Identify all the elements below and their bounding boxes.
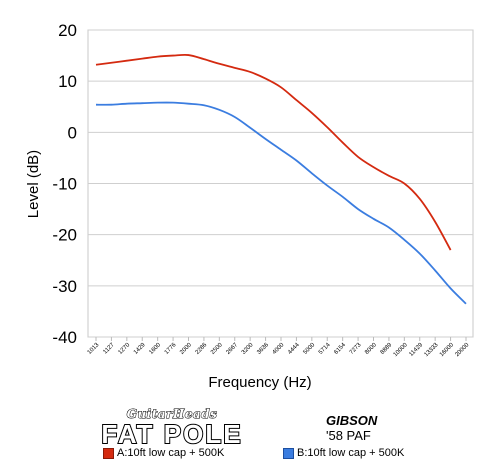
legend-label-a: A:10ft low cap + 500K <box>117 447 225 459</box>
legend-item-a: A:10ft low cap + 500K <box>103 447 224 459</box>
x-tick-label: 2286 <box>195 342 209 356</box>
x-tick-label: 2000 <box>179 342 193 356</box>
x-tick-label: 5714 <box>318 342 332 356</box>
legend-swatch-b <box>283 447 294 459</box>
x-tick-label: 8000 <box>364 342 378 356</box>
x-tick-label: 16000 <box>439 342 456 359</box>
x-tick-label: 2667 <box>225 342 239 356</box>
y-tick-label: 20 <box>58 21 77 40</box>
brand-logo: GuitarHeads FAT POLE <box>98 407 246 449</box>
x-tick-label: 1776 <box>164 342 178 356</box>
x-tick-label: 13333 <box>424 342 441 359</box>
legend-swatch-a <box>103 447 114 459</box>
grid-layer <box>88 29 473 338</box>
brand-logo-big-text: FAT POLE <box>100 419 243 449</box>
series-line-a <box>95 53 452 251</box>
x-tick-label: 6154 <box>333 342 347 356</box>
y-tick-label: 10 <box>58 72 77 91</box>
y-tick-label: 0 <box>68 123 77 142</box>
y-tick-label: -40 <box>52 328 77 347</box>
x-tick-label: 2500 <box>210 342 224 356</box>
pickup-manufacturer: GIBSON <box>326 413 378 428</box>
x-tick-label: 10000 <box>393 342 410 359</box>
y-tick-labels: 20 10 0 -10 -20 -30 -40 <box>52 21 77 347</box>
x-tick-label: 7273 <box>349 342 363 356</box>
x-axis-label: Frequency (Hz) <box>208 374 311 391</box>
x-tick-label: 1600 <box>148 342 162 356</box>
x-tick-label: 1429 <box>133 342 147 356</box>
legend-item-b: B:10ft low cap + 500K <box>283 447 404 459</box>
y-tick-label: -10 <box>52 175 77 194</box>
y-tick-label: -30 <box>52 277 77 296</box>
x-tick-label: 11429 <box>408 342 424 358</box>
x-tick-label: 3636 <box>256 342 270 356</box>
pickup-model: '58 PAF <box>326 428 371 443</box>
x-tick-label: 20000 <box>454 342 471 359</box>
x-tick-label: 1127 <box>102 342 116 356</box>
brand-logo-small-text: GuitarHeads <box>126 407 218 421</box>
y-axis-label: Level (dB) <box>25 150 42 218</box>
x-tick-labels: 1013 1127 1270 1429 1600 1776 2000 2286 2500 2667… <box>87 337 471 358</box>
y-tick-label: -20 <box>52 226 77 245</box>
series-line-b <box>95 101 467 305</box>
x-tick-label: 5000 <box>303 342 317 356</box>
x-tick-label: 1270 <box>118 342 132 356</box>
x-tick-label: 3200 <box>241 342 255 356</box>
legend-label-b: B:10ft low cap + 500K <box>297 447 405 459</box>
series-layer <box>95 53 467 305</box>
frequency-response-chart: 20 10 0 -10 -20 -30 -40 1013 1127 1270 1429 1600 17… <box>25 21 474 391</box>
x-tick-label: 4444 <box>287 342 301 356</box>
x-tick-label: 4000 <box>272 342 286 356</box>
x-tick-label: 1013 <box>87 342 101 356</box>
